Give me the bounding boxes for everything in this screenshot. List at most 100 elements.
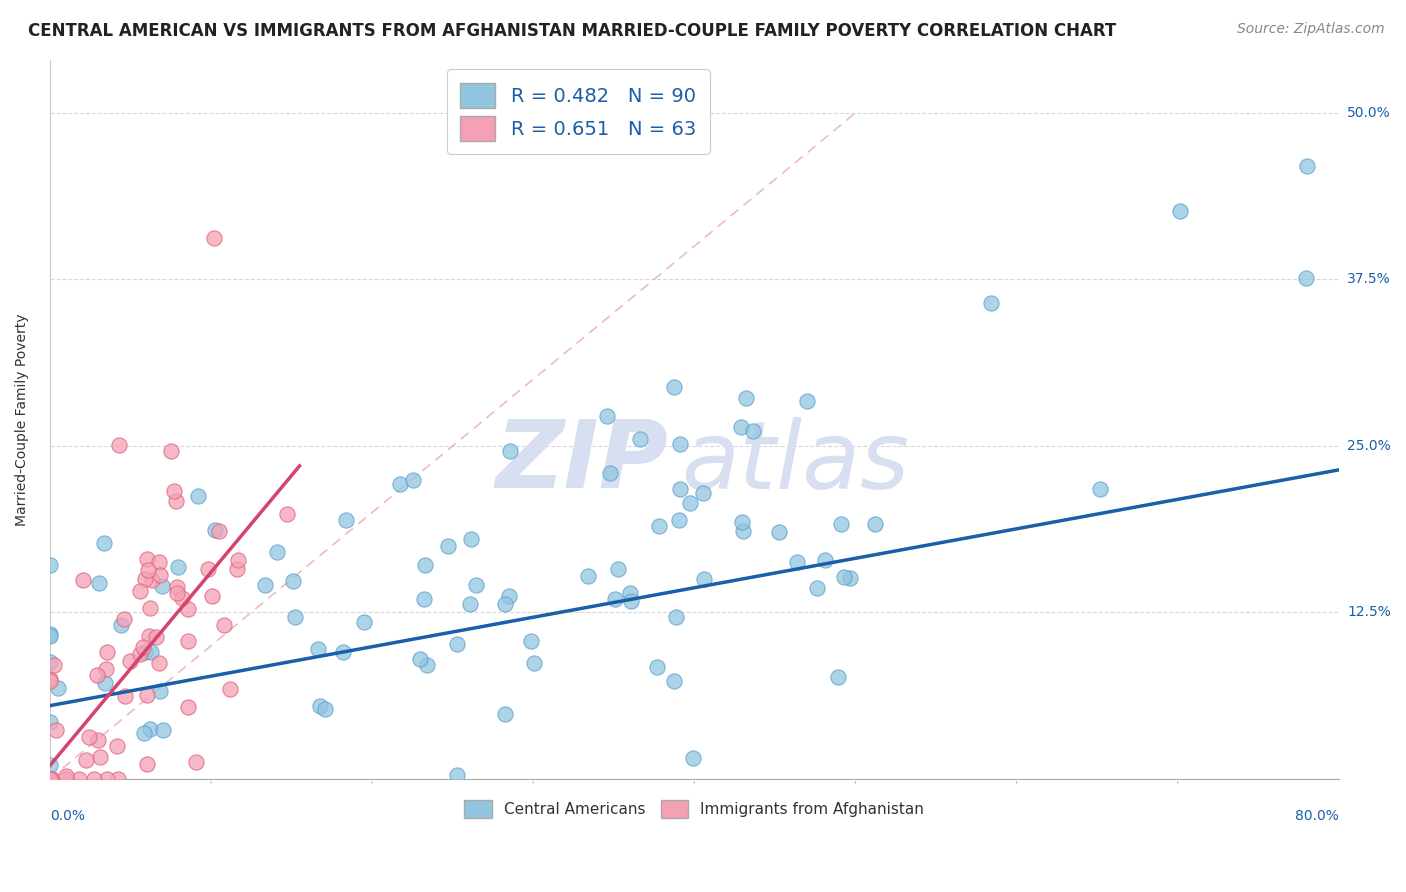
Point [38, 772, 60, 786]
Point [814, 552, 837, 566]
Point [768, 524, 790, 539]
Text: Source: ZipAtlas.com: Source: ZipAtlas.com [1237, 22, 1385, 37]
Point [266, 544, 288, 558]
Point [219, 681, 242, 696]
Point [112, 612, 135, 626]
Point [201, 589, 224, 603]
Point [827, 670, 849, 684]
Point [38, 772, 60, 786]
Point [134, 572, 156, 586]
Text: 0.0%: 0.0% [49, 809, 84, 823]
Point [75, 753, 97, 767]
Y-axis label: Married-Couple Family Poverty: Married-Couple Family Poverty [15, 313, 30, 525]
Point [335, 513, 357, 527]
Point [136, 688, 159, 702]
Point [731, 515, 754, 529]
Point [107, 772, 129, 786]
Text: 37.5%: 37.5% [1347, 272, 1391, 286]
Point [38, 757, 60, 772]
Point [1090, 482, 1112, 496]
Point [83, 772, 105, 786]
Point [177, 633, 200, 648]
Point [177, 699, 200, 714]
Point [620, 593, 643, 607]
Point [77, 730, 100, 744]
Point [166, 585, 188, 599]
Point [412, 592, 434, 607]
Point [596, 409, 619, 423]
Point [436, 539, 458, 553]
Point [38, 655, 60, 669]
Point [1168, 204, 1191, 219]
Point [464, 578, 486, 592]
Point [38, 772, 60, 786]
Point [458, 597, 481, 611]
Point [38, 558, 60, 572]
Point [498, 589, 520, 603]
Point [314, 702, 336, 716]
Point [668, 513, 690, 527]
Point [619, 586, 641, 600]
Point [309, 698, 332, 713]
Point [129, 647, 152, 661]
Point [139, 723, 162, 737]
Point [94, 662, 117, 676]
Point [409, 652, 432, 666]
Point [149, 567, 172, 582]
Point [460, 532, 482, 546]
Point [45, 723, 67, 737]
Point [388, 476, 411, 491]
Point [413, 558, 436, 572]
Point [353, 615, 375, 629]
Point [108, 438, 131, 452]
Point [662, 380, 685, 394]
Point [730, 420, 752, 434]
Point [184, 755, 207, 769]
Point [494, 597, 516, 611]
Point [55, 772, 77, 786]
Point [276, 507, 298, 521]
Point [446, 637, 468, 651]
Point [669, 482, 692, 496]
Point [226, 553, 249, 567]
Point [167, 559, 190, 574]
Point [41, 772, 63, 786]
Point [38, 772, 60, 786]
Point [138, 629, 160, 643]
Text: atlas: atlas [682, 417, 910, 508]
Point [662, 673, 685, 688]
Point [94, 675, 117, 690]
Point [105, 739, 128, 754]
Point [72, 573, 94, 587]
Point [628, 432, 651, 446]
Point [166, 580, 188, 594]
Point [494, 707, 516, 722]
Point [148, 555, 170, 569]
Point [46, 681, 69, 695]
Point [605, 591, 627, 606]
Point [150, 579, 173, 593]
Point [148, 656, 170, 670]
Point [576, 569, 599, 583]
Point [152, 723, 174, 738]
Point [692, 486, 714, 500]
Point [128, 584, 150, 599]
Point [176, 601, 198, 615]
Point [160, 444, 183, 458]
Point [281, 574, 304, 588]
Point [832, 570, 855, 584]
Point [446, 767, 468, 781]
Text: ZIP: ZIP [496, 417, 668, 508]
Point [38, 714, 60, 729]
Point [149, 683, 172, 698]
Point [207, 524, 229, 538]
Point [599, 466, 621, 480]
Point [284, 610, 307, 624]
Point [212, 618, 235, 632]
Point [163, 483, 186, 498]
Point [96, 645, 118, 659]
Text: 12.5%: 12.5% [1347, 606, 1391, 619]
Point [170, 591, 193, 606]
Point [742, 425, 765, 439]
Point [114, 689, 136, 703]
